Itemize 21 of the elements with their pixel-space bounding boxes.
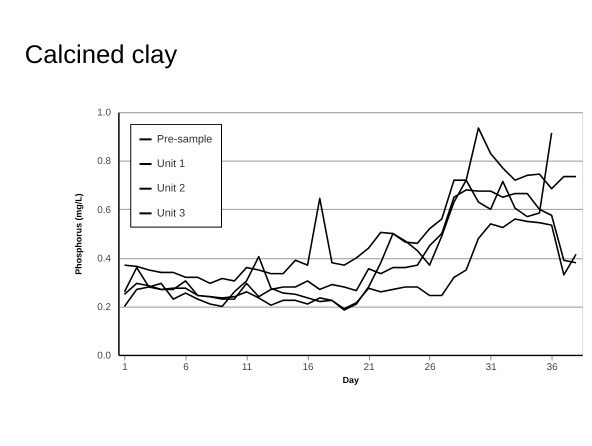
x-tick-label: 16 <box>302 362 314 374</box>
legend-label: Unit 3 <box>156 207 186 220</box>
legend-label: Pre-sample <box>156 133 212 146</box>
y-tick-label: 0.8 <box>97 156 112 168</box>
y-tick-label: 0.4 <box>97 253 112 264</box>
y-tick-label: 1.0 <box>97 108 112 119</box>
x-tick-label: 1 <box>122 362 128 374</box>
y-axis-title: Phosphorus (mg/L) <box>73 193 84 275</box>
legend-label: Unit 2 <box>156 182 186 195</box>
y-tick-label: 0.0 <box>97 350 112 362</box>
x-tick-label: 36 <box>546 362 558 374</box>
x-axis-title: Day <box>342 375 359 386</box>
legend-label: Unit 1 <box>156 158 186 170</box>
x-tick-label: 21 <box>364 362 375 374</box>
y-tick-label: 0.6 <box>97 204 112 216</box>
chart-title: Calcined clay <box>24 40 178 69</box>
x-tick-label: 6 <box>183 362 190 374</box>
x-tick-label: 11 <box>242 362 252 374</box>
y-tick-label: 0.2 <box>97 302 111 313</box>
x-tick-label: 26 <box>424 362 436 374</box>
x-tick-label: 31 <box>486 362 497 374</box>
